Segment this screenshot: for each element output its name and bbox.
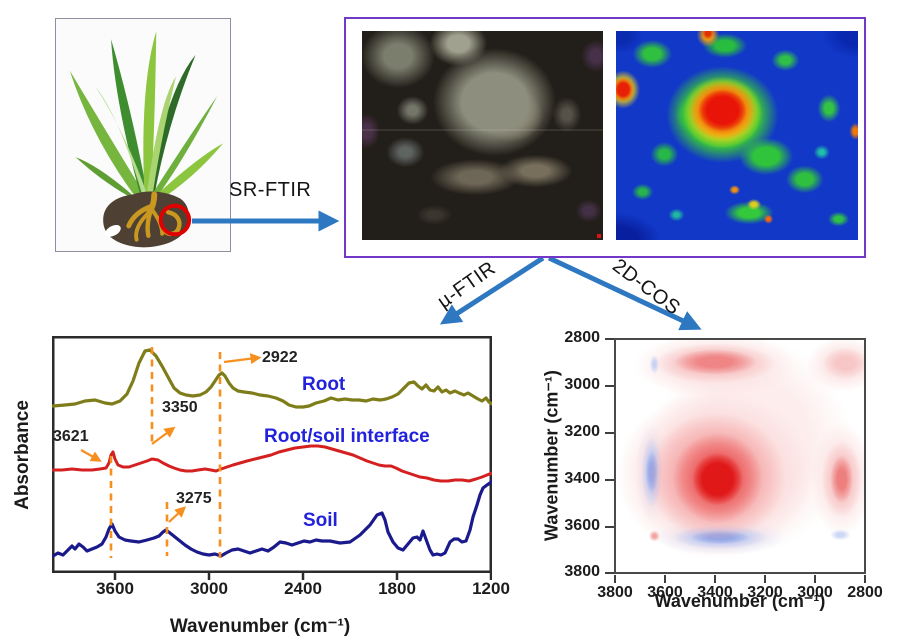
x-tick-label: 1200: [472, 579, 510, 598]
cos-x-tick-mark: [814, 575, 816, 583]
sr-ftir-label: SR-FTIR: [229, 179, 312, 201]
x-tick-label: 3000: [190, 579, 228, 598]
x-tick-label: 2400: [284, 579, 322, 598]
x-tick-label: 3600: [96, 579, 134, 598]
cos-x-tick-mark: [614, 575, 616, 583]
cos-y-tick-mark: [605, 338, 614, 340]
annotation-3621: 3621: [53, 428, 89, 445]
cos-x-tick-label: 3400: [697, 584, 733, 601]
cos-x-tick-label: 3200: [747, 584, 783, 601]
cos-plot: [614, 338, 866, 574]
cos-contour-field: [616, 340, 864, 572]
sr-ftir-panel: [344, 17, 866, 258]
cos-x-tick-mark: [664, 575, 666, 583]
cos-y-tick-label: 3600: [564, 517, 600, 534]
cos-x-tick-mark: [714, 575, 716, 583]
sr-ftir-heatmap: [616, 31, 858, 240]
cos-x-tick-label: 3600: [647, 584, 683, 601]
plant-illustration: [69, 31, 224, 248]
cos-y-tick-mark: [605, 479, 614, 481]
plant-leaves: [69, 31, 224, 204]
spectra-plot: [52, 336, 492, 580]
cos-x-tick-mark: [764, 575, 766, 583]
x-tick-label: 1800: [378, 579, 416, 598]
cos-y-tick-label: 3000: [564, 376, 600, 393]
annotation-3275: 3275: [176, 490, 212, 507]
annotation-arrow-3: [168, 506, 187, 523]
cos-x-axis-label: Wavenumber (cm⁻¹): [654, 591, 826, 611]
curve-label-root-soil-interface: Root/soil interface: [264, 426, 430, 447]
cos-arrow: [547, 255, 702, 331]
cos-x-tick-label: 3000: [797, 584, 833, 601]
spectrum-interface: [52, 444, 492, 483]
curve-label-soil: Soil: [303, 510, 338, 531]
annotation-arrow-0: [223, 353, 262, 365]
annotation-2922: 2922: [262, 349, 298, 366]
annotation-arrow-2: [80, 449, 102, 462]
cos-y-tick-mark: [605, 432, 614, 434]
mu-ftir-arrow: [439, 255, 545, 325]
absorbance-axis-label: Absorbance: [12, 400, 33, 510]
cos-y-tick-mark: [605, 385, 614, 387]
spectra-x-axis-label: Wavenumber (cm⁻¹): [169, 616, 351, 637]
spectra-frame: [52, 336, 492, 573]
cos-x-tick-label: 3800: [597, 584, 633, 601]
curve-label-root: Root: [302, 374, 346, 395]
spectrum-soil: [52, 479, 492, 558]
annotation-3350: 3350: [162, 399, 198, 416]
microscope-image: [362, 31, 603, 240]
cos-y-tick-label: 3800: [564, 563, 600, 580]
sampling-region-circle: [158, 203, 192, 237]
plant-panel: [55, 18, 231, 252]
detector-artifact-dot: [597, 234, 601, 238]
cos-x-tick-label: 2800: [847, 584, 883, 601]
stone: [105, 224, 121, 237]
image-seam: [362, 129, 603, 132]
cos-x-tick-mark: [864, 575, 866, 583]
cos-y-tick-label: 2800: [564, 329, 600, 346]
cos-y-tick-label: 3400: [564, 470, 600, 487]
cos-y-tick-mark: [605, 526, 614, 528]
annotation-arrow-1: [151, 426, 176, 445]
cos-y-tick-label: 3200: [564, 423, 600, 440]
cos-y-tick-mark: [605, 572, 614, 574]
